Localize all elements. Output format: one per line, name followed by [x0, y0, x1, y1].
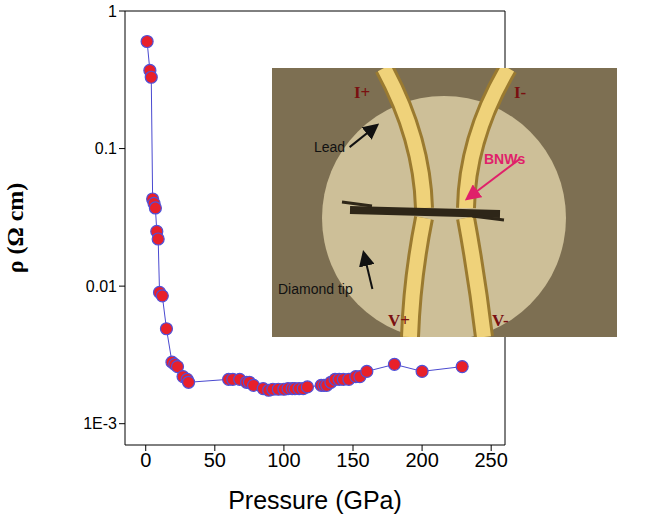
svg-text:V+: V+	[388, 311, 410, 330]
svg-text:ρ (Ω cm): ρ (Ω cm)	[2, 183, 28, 274]
svg-text:100: 100	[267, 449, 300, 471]
svg-text:Pressure (GPa): Pressure (GPa)	[228, 486, 402, 514]
svg-text:V-: V-	[492, 311, 509, 330]
svg-text:200: 200	[405, 449, 438, 471]
svg-text:250: 250	[474, 449, 507, 471]
svg-text:50: 50	[204, 449, 226, 471]
svg-text:0.1: 0.1	[95, 140, 117, 157]
svg-text:0.01: 0.01	[86, 278, 117, 295]
svg-text:BNWs: BNWs	[484, 151, 525, 167]
svg-text:150: 150	[336, 449, 369, 471]
svg-text:Diamond tip: Diamond tip	[278, 281, 353, 297]
svg-text:I+: I+	[354, 83, 370, 102]
svg-text:Lead: Lead	[314, 139, 345, 155]
svg-text:I-: I-	[514, 83, 527, 102]
svg-text:0: 0	[140, 449, 151, 471]
svg-text:1: 1	[108, 3, 117, 20]
svg-text:1E-3: 1E-3	[83, 415, 117, 432]
